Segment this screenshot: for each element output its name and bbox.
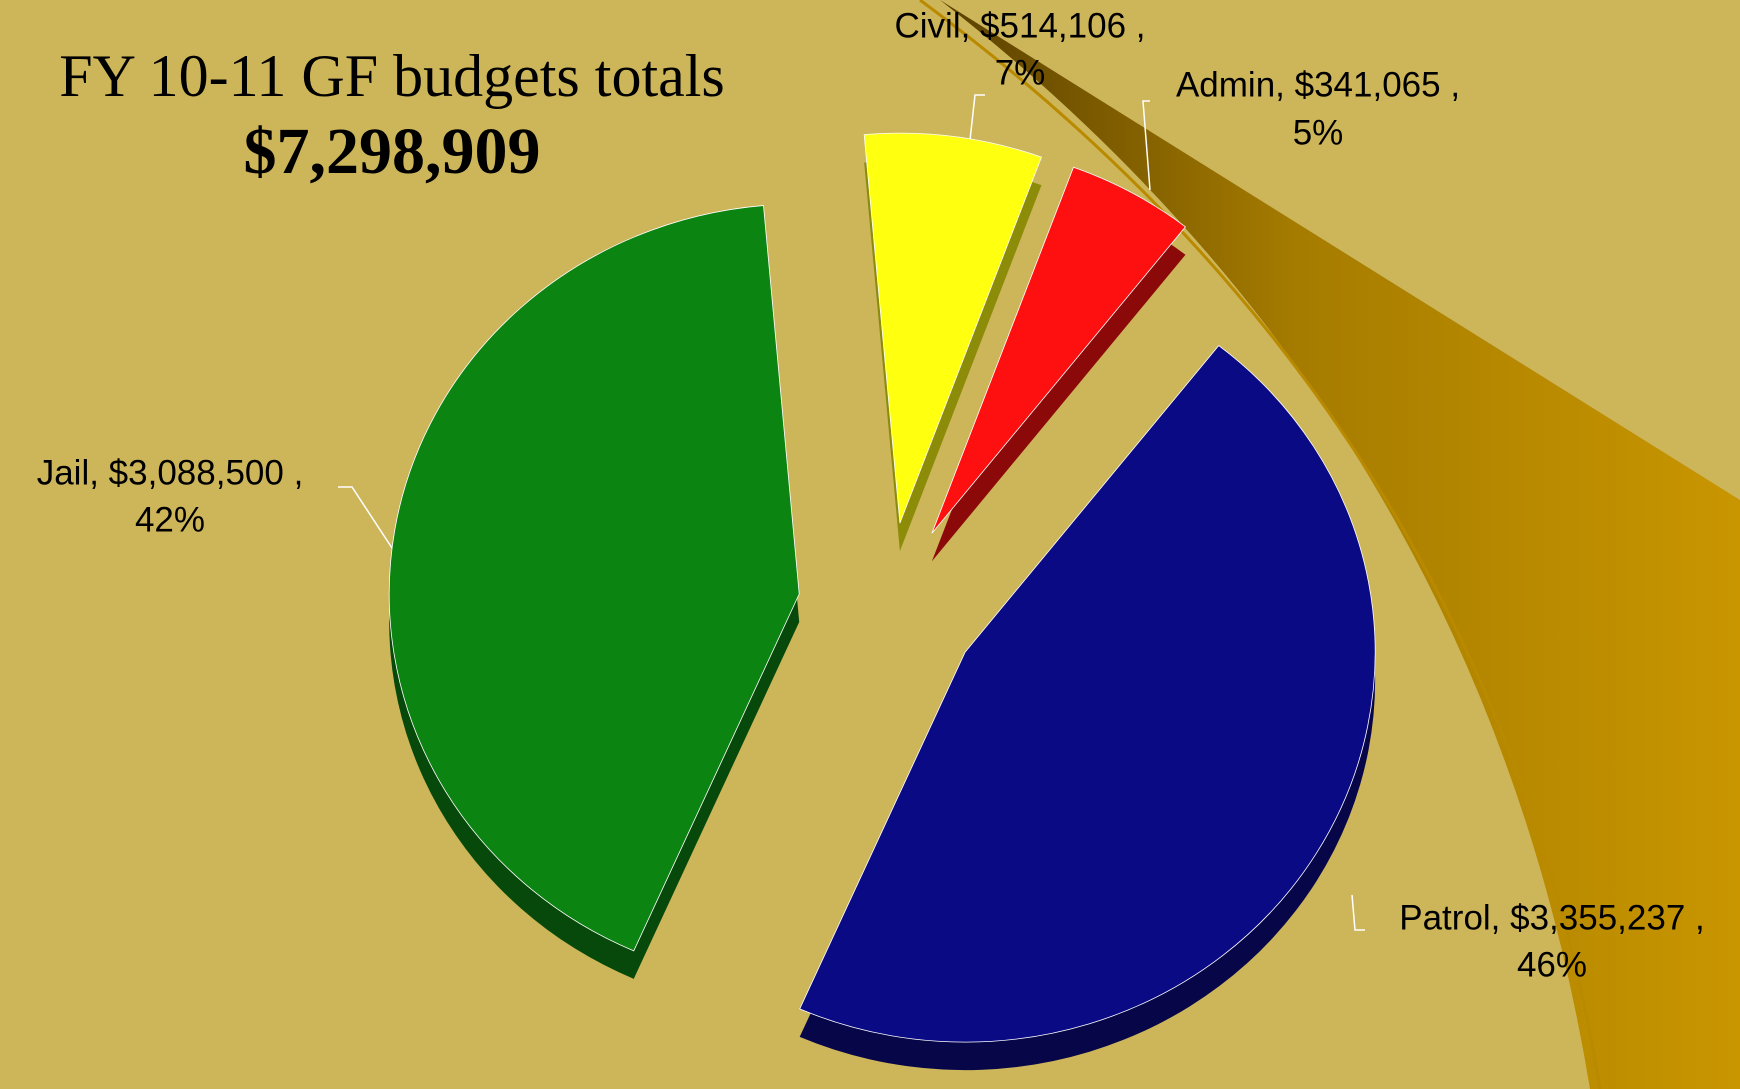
slice-label: Civil, $514,106 , [895, 6, 1146, 45]
chart-subtitle: $7,298,909 [244, 115, 541, 188]
slice-label: Patrol, $3,355,237 , [1399, 898, 1705, 937]
value-label: 5% [1293, 113, 1344, 152]
value-label: 7% [995, 53, 1046, 92]
chart: FY 10-11 GF budgets totals $7,298,909 Ci… [0, 0, 1740, 1089]
value-label: 42% [135, 500, 205, 539]
chart-title: FY 10-11 GF budgets totals [59, 43, 725, 109]
slice-label: Jail, $3,088,500 , [37, 453, 304, 492]
slice-label: Admin, $341,065 , [1176, 65, 1460, 104]
value-label: 46% [1517, 945, 1587, 984]
